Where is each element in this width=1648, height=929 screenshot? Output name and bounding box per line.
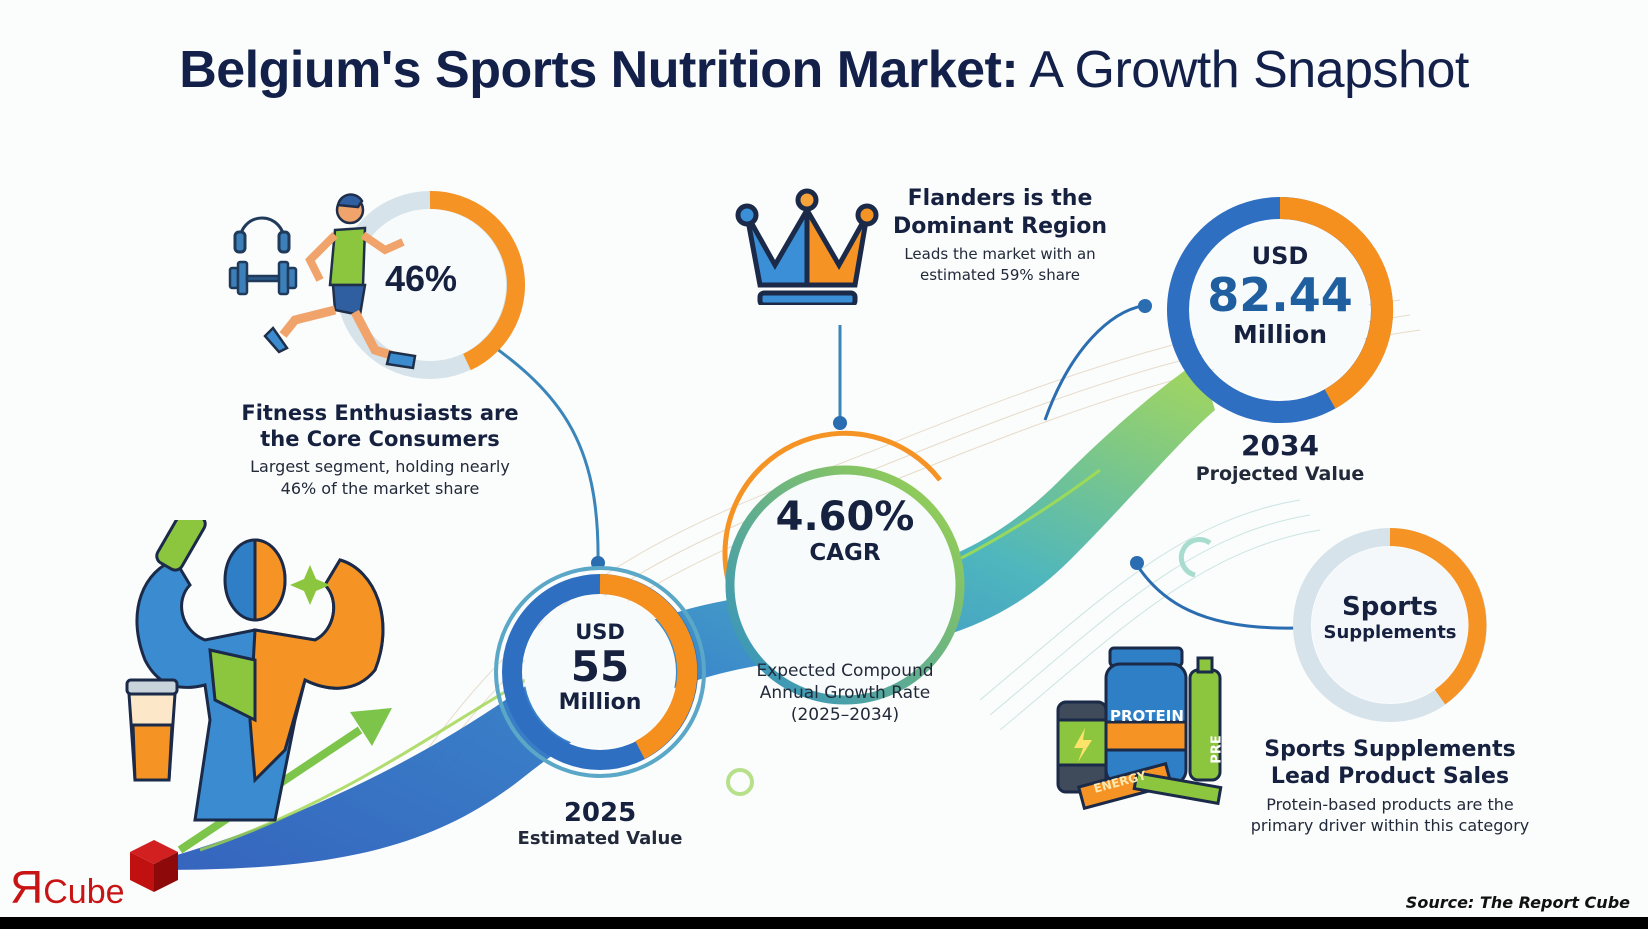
region-heading-2: Dominant Region	[892, 214, 1108, 239]
supplements-ring-text: Sports Supplements	[1300, 592, 1480, 644]
value-2034-currency: USD	[1251, 242, 1309, 270]
supplement-products-icon	[1056, 646, 1223, 810]
crown-icon	[735, 188, 879, 305]
water-bottle-icon	[155, 520, 207, 572]
value-2034-caption: 2034 Projected Value	[1170, 430, 1390, 486]
region-heading-1: Flanders is the	[907, 186, 1093, 211]
fitness-desc-2: 46% of the market share	[280, 479, 480, 498]
supplements-ring-line1: Sports	[1342, 592, 1438, 622]
title-bold: Belgium's Sports Nutrition Market:	[179, 41, 1019, 99]
region-desc-1: Leads the market with an	[904, 245, 1096, 263]
protein-label: PROTEIN	[1110, 707, 1184, 725]
supplements-ring-line2: Supplements	[1323, 622, 1457, 643]
fitness-desc-1: Largest segment, holding nearly	[250, 457, 510, 476]
bottom-bar	[0, 917, 1648, 929]
fitness-heading-1: Fitness Enthusiasts are	[241, 401, 519, 425]
logo-cube-icon	[130, 840, 178, 892]
fitness-graphic	[225, 180, 526, 400]
supplements-heading-1: Sports Supplements	[1264, 737, 1516, 762]
supplements-desc-2: primary driver within this category	[1250, 816, 1530, 835]
dumbbell-icon	[228, 260, 298, 296]
fitness-text-block: Fitness Enthusiasts are the Core Consume…	[200, 400, 560, 500]
value-2034-year: 2034	[1241, 429, 1319, 462]
region-text-block: Flanders is the Dominant Region Leads th…	[880, 185, 1120, 286]
cagr-desc-1: Expected Compound	[756, 661, 934, 681]
logo-text: Cube	[43, 873, 125, 911]
value-2034-text: USD 82.44 Million	[1190, 242, 1370, 350]
fitness-heading-2: the Core Consumers	[260, 427, 500, 451]
headphones-icon	[233, 216, 291, 254]
cagr-ring	[722, 430, 965, 705]
value-2034-label: Projected Value	[1195, 463, 1365, 485]
value-2025-unit: Million	[558, 690, 642, 715]
cagr-value: 4.60%	[775, 494, 915, 540]
cagr-desc-2: Annual Growth Rate	[759, 683, 931, 703]
supplements-heading-2: Lead Product Sales	[1270, 764, 1510, 789]
value-2025-amount: 55	[570, 642, 630, 691]
logo-glyph: Я	[10, 861, 44, 913]
region-desc-2: estimated 59% share	[920, 266, 1080, 284]
cagr-desc-3: (2025–2034)	[790, 705, 900, 725]
supplements-text-block: Sports Supplements Lead Product Sales Pr…	[1220, 736, 1560, 836]
value-2034-amount: 82.44	[1207, 268, 1353, 322]
cagr-desc: Expected Compound Annual Growth Rate (20…	[730, 660, 960, 726]
runner-icon	[263, 193, 417, 370]
value-2025-ring	[494, 566, 706, 778]
value-2025-year: 2025	[563, 798, 637, 828]
athlete-figure-icon	[125, 520, 385, 822]
cagr-text: 4.60% CAGR	[740, 495, 950, 567]
value-2034-unit: Million	[1232, 320, 1328, 349]
value-2025-label: Estimated Value	[517, 828, 683, 849]
page-title: Belgium's Sports Nutrition Market: A Gro…	[0, 40, 1648, 100]
fitness-percent: 46%	[385, 258, 458, 299]
shaker-bottle-icon	[125, 678, 179, 782]
value-2025-caption: 2025 Estimated Value	[490, 798, 710, 850]
supplements-desc-1: Protein-based products are the	[1266, 795, 1514, 814]
logo: ЯCube	[10, 860, 125, 914]
value-2025-currency: USD	[575, 620, 625, 644]
value-2025-text: USD 55 Million	[530, 620, 670, 716]
cagr-label: CAGR	[809, 540, 881, 566]
value-2034-ring	[1167, 196, 1394, 423]
source-note: Source: The Report Cube	[1405, 893, 1630, 912]
title-light: A Growth Snapshot	[1018, 41, 1469, 99]
supplements-ring	[1293, 528, 1487, 722]
